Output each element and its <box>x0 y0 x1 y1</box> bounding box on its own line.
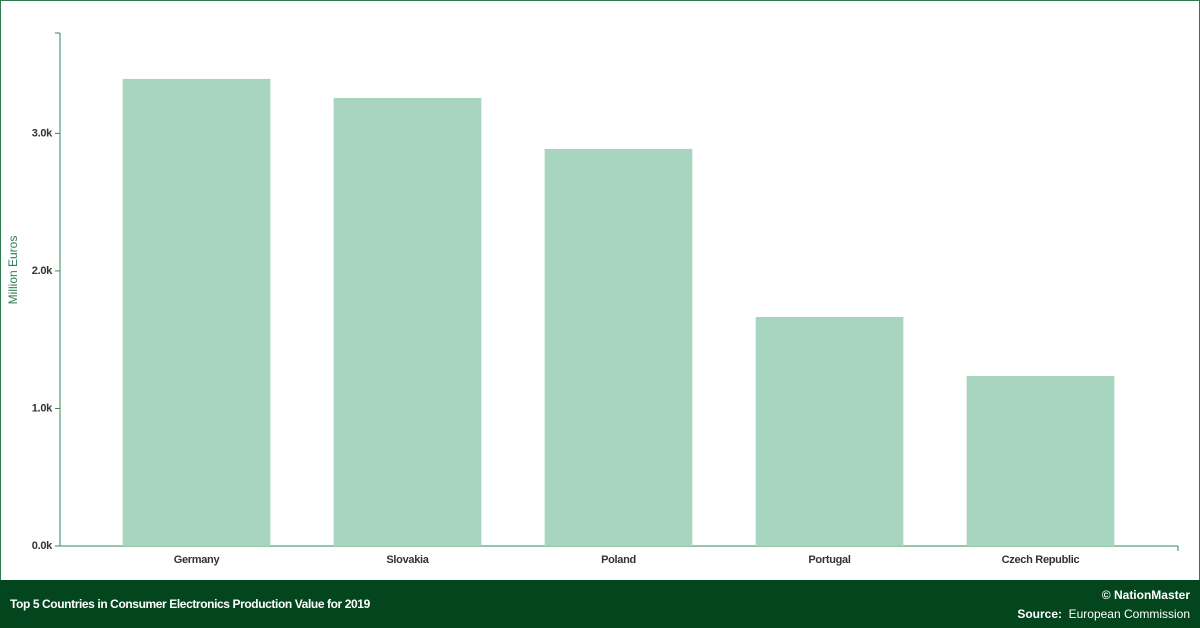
y-axis-label: Million Euros <box>6 236 20 305</box>
bar <box>966 376 1115 546</box>
bar <box>333 97 482 546</box>
bar <box>122 78 271 547</box>
bar <box>755 317 904 546</box>
y-tick-label: 3.0k <box>32 127 53 139</box>
x-tick-label: Germany <box>174 554 221 566</box>
source-label: Source: <box>1017 607 1062 621</box>
chart-title: Top 5 Countries in Consumer Electronics … <box>10 597 371 611</box>
y-tick-label: 0.0k <box>32 540 53 552</box>
credit: © NationMaster <box>1102 588 1191 602</box>
source: European Commission <box>1069 607 1190 621</box>
bar <box>544 148 693 547</box>
x-tick-label: Portugal <box>808 554 850 566</box>
y-tick-label: 2.0k <box>32 265 53 277</box>
y-tick-label: 1.0k <box>32 402 53 414</box>
footer <box>0 580 1200 628</box>
x-tick-label: Poland <box>601 554 636 566</box>
x-tick-label: Slovakia <box>386 554 429 566</box>
x-tick-label: Czech Republic <box>1002 554 1080 566</box>
